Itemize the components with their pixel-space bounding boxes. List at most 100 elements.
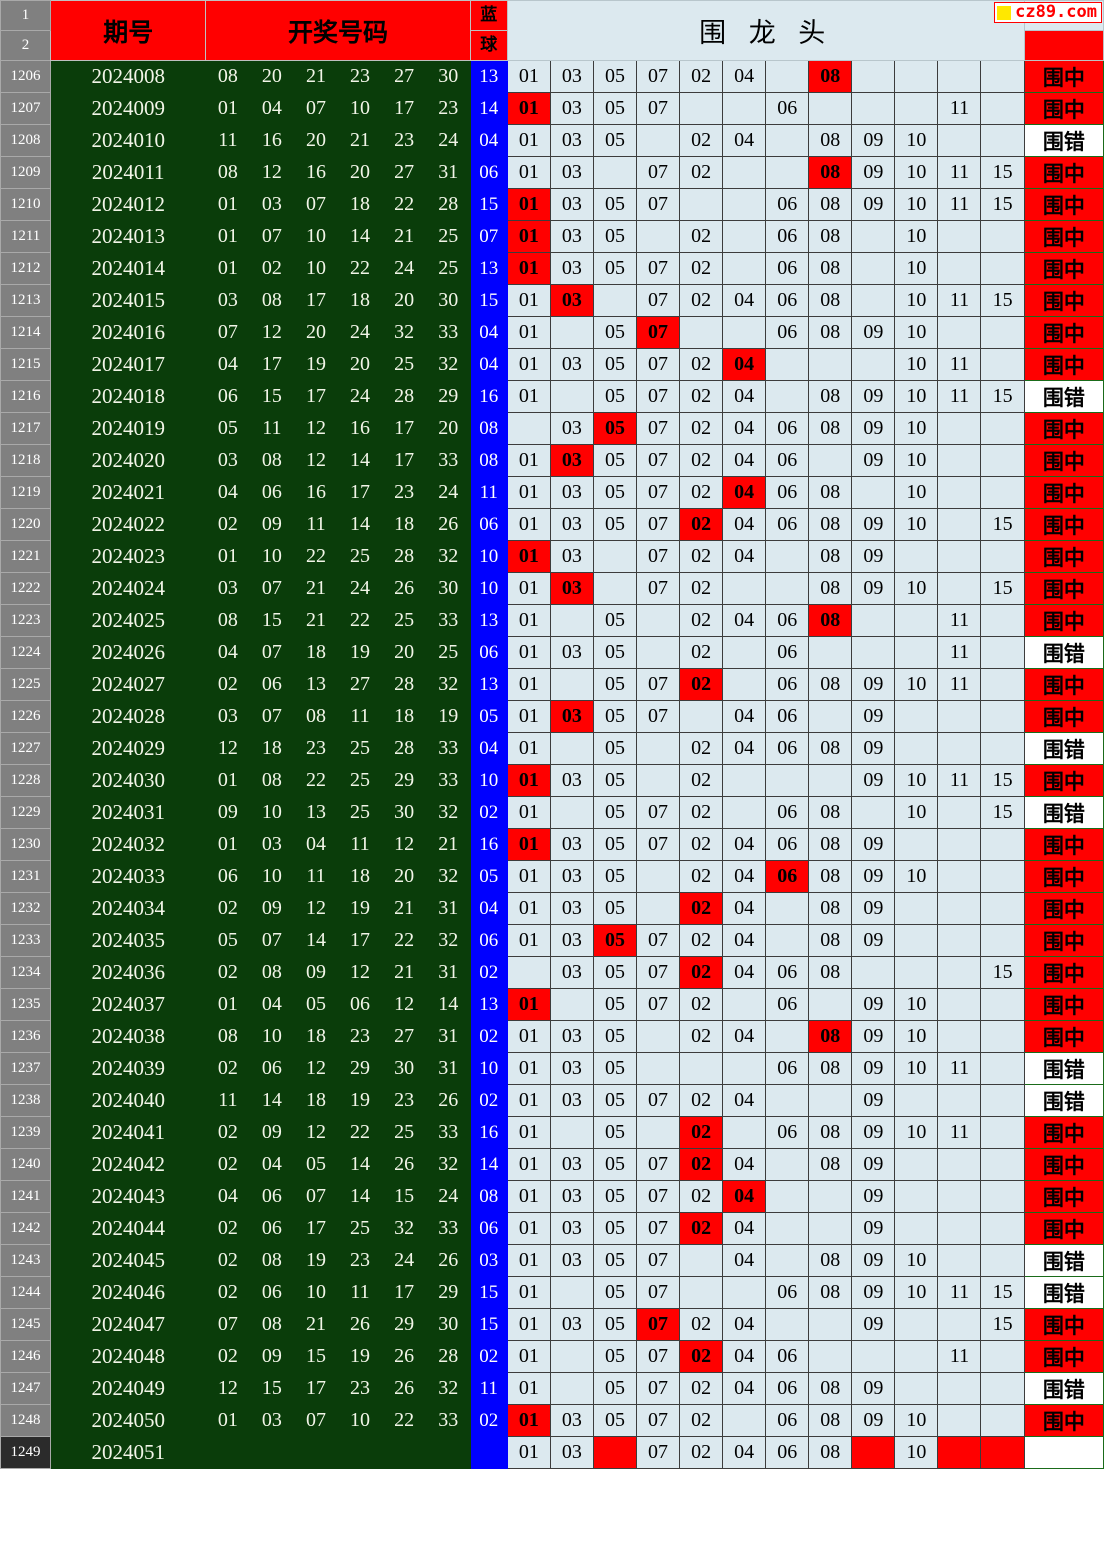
tail-cell: 02 xyxy=(679,380,724,413)
result-badge: 围中 xyxy=(1023,156,1104,189)
draw-ball: 31 xyxy=(425,1052,471,1085)
period-number: 2024037 xyxy=(50,988,207,1021)
row-index: 1245 xyxy=(0,1308,52,1341)
tail-cell xyxy=(937,988,982,1021)
tail-cell: 10 xyxy=(894,1436,939,1469)
tail-cell: 01 xyxy=(506,860,551,893)
draw-ball: 02 xyxy=(205,956,251,989)
draw-ball: 33 xyxy=(425,1212,471,1245)
tail-cell xyxy=(980,1340,1025,1373)
draw-ball: 22 xyxy=(337,252,383,285)
draw-ball: 12 xyxy=(293,444,339,477)
header-blue-ball-top: 蓝 xyxy=(469,0,508,31)
tail-cell xyxy=(506,956,551,989)
tail-cell: 05 xyxy=(592,1308,637,1341)
tail-cell: 06 xyxy=(765,284,810,317)
period-number: 2024048 xyxy=(50,1340,207,1373)
row-index: 1240 xyxy=(0,1148,52,1181)
row-index: 1227 xyxy=(0,732,52,765)
tail-cell: 01 xyxy=(506,156,551,189)
period-number: 2024015 xyxy=(50,284,207,317)
draw-ball: 14 xyxy=(337,220,383,253)
tail-cell: 06 xyxy=(765,828,810,861)
period-number: 2024009 xyxy=(50,92,207,125)
tail-cell: 09 xyxy=(851,668,896,701)
tail-cell: 10 xyxy=(894,860,939,893)
tail-cell: 02 xyxy=(679,988,724,1021)
tail-cell: 02 xyxy=(679,1372,724,1405)
draw-ball: 18 xyxy=(381,508,427,541)
tail-cell: 01 xyxy=(506,1436,551,1469)
tail-cell: 01 xyxy=(506,732,551,765)
draw-ball: 12 xyxy=(381,828,427,861)
tail-cell: 07 xyxy=(635,412,681,445)
tail-cell xyxy=(549,668,594,701)
blue-ball xyxy=(469,1436,508,1469)
tail-cell: 08 xyxy=(808,860,853,893)
draw-ball: 21 xyxy=(337,124,383,157)
tail-cell xyxy=(722,316,767,349)
tail-cell: 07 xyxy=(635,796,681,829)
tail-cell: 05 xyxy=(592,60,637,93)
tail-cell xyxy=(937,1084,982,1117)
result-badge: 围错 xyxy=(1023,796,1104,829)
tail-cell: 10 xyxy=(894,188,939,221)
tail-cell: 01 xyxy=(506,316,551,349)
tail-cell: 01 xyxy=(506,1116,551,1149)
tail-cell: 09 xyxy=(851,1116,896,1149)
table-row: 1220 2024022 02 09 11 14 18 26 06 01 03 05 07 02 04 06 0… xyxy=(0,508,1104,541)
tail-cell: 03 xyxy=(549,60,594,93)
result-badge: 围中 xyxy=(1023,316,1104,349)
tail-cell: 03 xyxy=(549,124,594,157)
result-badge: 围中 xyxy=(1023,764,1104,797)
tail-cell xyxy=(980,252,1025,285)
blue-ball: 15 xyxy=(469,284,508,317)
table-row: 1232 2024034 02 09 12 19 21 31 04 01 03 05 02 04 08 09 围… xyxy=(0,892,1104,925)
tail-cell: 01 xyxy=(506,572,551,605)
row-index: 1237 xyxy=(0,1052,52,1085)
draw-ball: 10 xyxy=(293,220,339,253)
draw-ball: 26 xyxy=(381,1372,427,1405)
draw-ball: 02 xyxy=(205,668,251,701)
tail-cell: 09 xyxy=(851,316,896,349)
row-index: 1225 xyxy=(0,668,52,701)
tail-cell: 02 xyxy=(679,796,724,829)
draw-ball: 07 xyxy=(249,220,295,253)
table-row: 1247 2024049 12 15 17 23 26 32 11 01 05 07 02 04 06 08 0… xyxy=(0,1372,1104,1405)
tail-cell: 03 xyxy=(549,508,594,541)
tail-cell: 02 xyxy=(679,1404,724,1437)
table-row: 1230 2024032 01 03 04 11 12 21 16 01 03 05 07 02 04 06 0… xyxy=(0,828,1104,861)
tail-cell: 06 xyxy=(765,636,810,669)
tail-cell: 04 xyxy=(722,444,767,477)
tail-cell: 06 xyxy=(765,92,810,125)
tail-cell: 10 xyxy=(894,1116,939,1149)
result-badge: 围错 xyxy=(1023,1372,1104,1405)
row-index: 1235 xyxy=(0,988,52,1021)
draw-ball: 28 xyxy=(425,1340,471,1373)
table-row: 1229 2024031 09 10 13 25 30 32 02 01 05 07 02 06 08 10 1… xyxy=(0,796,1104,829)
tail-cell xyxy=(980,700,1025,733)
tail-cell xyxy=(980,604,1025,637)
draw-ball: 17 xyxy=(381,444,427,477)
blue-ball: 16 xyxy=(469,380,508,413)
period-number: 2024019 xyxy=(50,412,207,445)
draw-ball: 14 xyxy=(293,924,339,957)
tail-cell xyxy=(937,316,982,349)
tail-cell: 05 xyxy=(592,828,637,861)
draw-ball: 11 xyxy=(293,508,339,541)
table-row: 1206 2024008 08 20 21 23 27 30 13 01 03 05 07 02 04 08 围… xyxy=(0,60,1104,93)
table-body: 1206 2024008 08 20 21 23 27 30 13 01 03 05 07 02 04 08 围… xyxy=(0,60,1104,1469)
tail-cell: 07 xyxy=(635,828,681,861)
tail-cell: 15 xyxy=(980,508,1025,541)
tail-cell xyxy=(592,572,637,605)
tail-cell xyxy=(722,188,767,221)
draw-ball: 32 xyxy=(425,860,471,893)
table-row: 1245 2024047 07 08 21 26 29 30 15 01 03 05 07 02 04 09 1… xyxy=(0,1308,1104,1341)
draw-ball: 01 xyxy=(205,1404,251,1437)
draw-ball: 11 xyxy=(205,1084,251,1117)
tail-cell xyxy=(722,1404,767,1437)
tail-cell xyxy=(765,764,810,797)
tail-cell: 03 xyxy=(549,1020,594,1053)
draw-ball: 18 xyxy=(337,188,383,221)
tail-cell: 05 xyxy=(592,732,637,765)
